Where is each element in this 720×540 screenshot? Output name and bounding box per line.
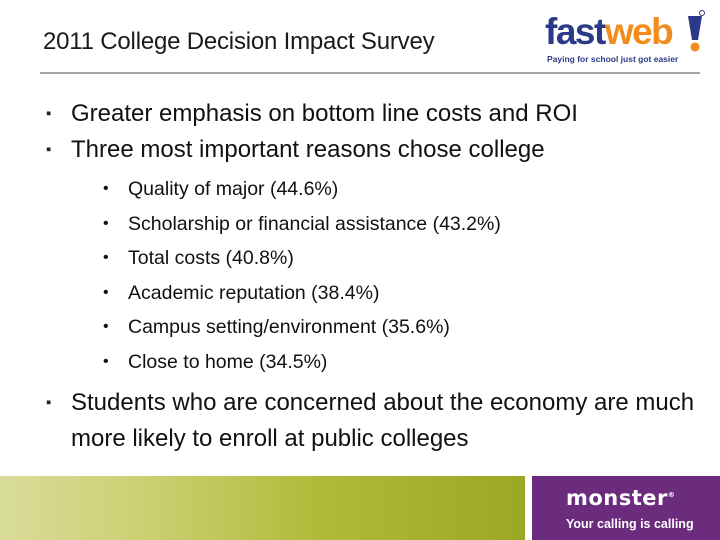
- slide-title: 2011 College Decision Impact Survey: [43, 28, 435, 55]
- bullet-item: ▪ Three most important reasons chose col…: [46, 132, 720, 379]
- sub-bullet-text: Academic reputation (38.4%): [128, 281, 380, 304]
- sub-bullet-item: • Scholarship or financial assistance (43…: [71, 207, 720, 242]
- sub-bullet-text: Campus setting/environment (35.6%): [128, 316, 450, 338]
- bullet-item: ▪ Students who are concerned about the e…: [46, 385, 720, 457]
- square-bullet-icon: ▪: [46, 105, 52, 122]
- fastweb-wordmark-part1: fast: [545, 11, 606, 52]
- sub-bullet-item: • Close to home (34.5%): [71, 345, 720, 380]
- sub-bullet-item: • Quality of major (44.6%): [71, 172, 720, 207]
- bullet-list: ▪ Greater emphasis on bottom line costs …: [46, 96, 720, 457]
- footer-band: [0, 476, 720, 540]
- footer-green-bar: [0, 476, 525, 540]
- round-bullet-icon: •: [103, 283, 109, 301]
- sub-bullet-item: • Total costs (40.8%): [71, 241, 720, 276]
- square-bullet-icon: ▪: [46, 141, 52, 158]
- monster-logo-panel: [532, 476, 720, 540]
- registered-mark: ®: [667, 491, 676, 499]
- sub-bullet-item: • Academic reputation (38.4%): [71, 276, 720, 311]
- title-divider: [40, 72, 700, 74]
- sub-bullet-text: Quality of major (44.6%): [128, 178, 339, 200]
- monster-tagline: Your calling is calling: [566, 517, 694, 531]
- square-bullet-icon: ▪: [46, 394, 52, 411]
- round-bullet-icon: •: [103, 352, 109, 370]
- bullet-text: Greater emphasis on bottom line costs an…: [71, 100, 578, 127]
- fastweb-wordmark: fastweb: [545, 10, 674, 54]
- fastweb-tagline: Paying for school just got easier: [547, 54, 679, 64]
- exclamation-icon: [688, 10, 705, 52]
- bullet-text: Students who are concerned about the eco…: [71, 389, 695, 452]
- bullet-text: Three most important reasons chose colle…: [71, 136, 545, 163]
- sub-bullet-list: • Quality of major (44.6%) • Scholarship o…: [71, 172, 720, 379]
- sub-bullet-text: Total costs (40.8%): [128, 247, 294, 269]
- monster-logo: monster®: [566, 486, 675, 510]
- sub-bullet-text: Close to home (34.5%): [128, 350, 328, 373]
- monster-wordmark: monster: [566, 486, 668, 510]
- sub-bullet-item: • Campus setting/environment (35.6%): [71, 310, 720, 345]
- fastweb-wordmark-part2: web: [604, 11, 674, 52]
- round-bullet-icon: •: [103, 318, 109, 335]
- fastweb-logo: fastweb Paying for school just got easie…: [545, 10, 710, 68]
- bullet-item: ▪ Greater emphasis on bottom line costs …: [46, 96, 720, 132]
- round-bullet-icon: •: [103, 214, 109, 232]
- round-bullet-icon: •: [103, 249, 109, 266]
- sub-bullet-text: Scholarship or financial assistance (43.…: [128, 212, 501, 235]
- round-bullet-icon: •: [103, 180, 109, 197]
